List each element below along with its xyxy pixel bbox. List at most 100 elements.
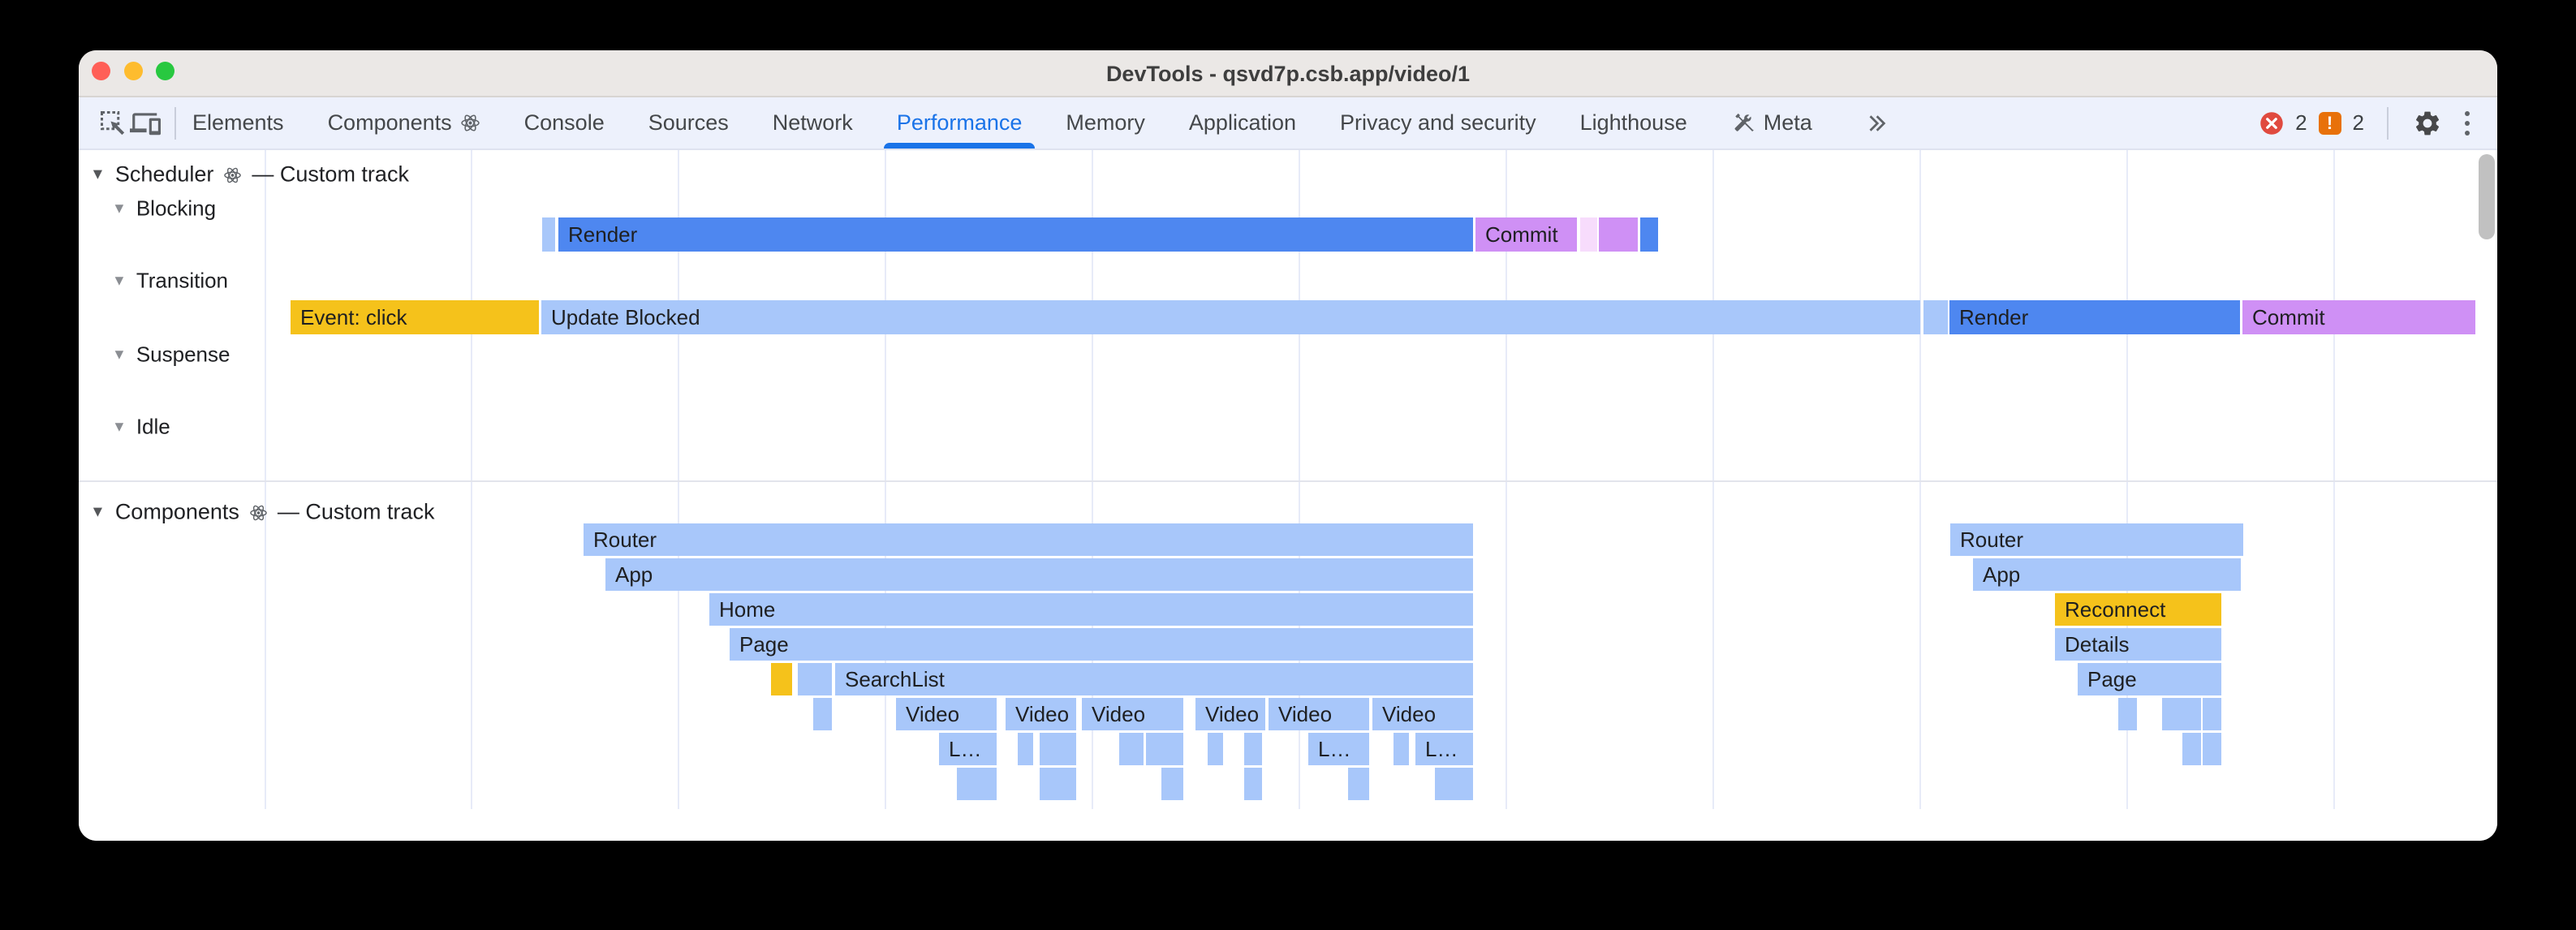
flame-bar-video[interactable]: Video: [1195, 698, 1265, 730]
flame-bar-commit[interactable]: Commit: [1475, 217, 1577, 252]
flame-bar-l[interactable]: L…: [1308, 733, 1369, 765]
inspect-icon[interactable]: [97, 107, 129, 140]
vertical-scrollbar[interactable]: [2479, 154, 2495, 239]
flame-bar[interactable]: [1161, 768, 1183, 800]
flame-bar-commit[interactable]: Commit: [2242, 300, 2475, 334]
flame-bar[interactable]: [798, 663, 832, 695]
track-name: Components: [114, 499, 239, 524]
react-atom-icon: [223, 162, 242, 187]
minimize-window-button[interactable]: [124, 62, 143, 80]
flame-bar-l[interactable]: L…: [1415, 733, 1473, 765]
react-atom-icon: [460, 113, 480, 133]
flame-bar[interactable]: [1394, 733, 1409, 765]
track-header-components[interactable]: ▼ Components — Custom track: [90, 500, 434, 525]
flame-bar[interactable]: [1208, 733, 1223, 765]
maximize-window-button[interactable]: [156, 62, 174, 80]
flame-bar[interactable]: [1348, 768, 1369, 800]
flame-bar[interactable]: [813, 698, 832, 730]
flame-bar-update-blocked[interactable]: Update Blocked: [541, 300, 1920, 334]
tab-privacy-and-security[interactable]: Privacy and security: [1340, 110, 1536, 135]
tab-network[interactable]: Network: [772, 110, 853, 135]
track-header-scheduler[interactable]: ▼ Scheduler — Custom track: [90, 162, 409, 187]
flame-bar-video[interactable]: Video: [1006, 698, 1076, 730]
tab-sources[interactable]: Sources: [648, 110, 729, 135]
disclosure-triangle-icon[interactable]: ▼: [112, 418, 127, 435]
warning-count[interactable]: 2: [2352, 110, 2364, 135]
tab-application[interactable]: Application: [1188, 110, 1296, 135]
track-row-label-blocking[interactable]: ▼ Blocking: [112, 196, 217, 221]
flame-bar[interactable]: [2162, 698, 2201, 730]
tab-performance[interactable]: Performance: [883, 97, 1036, 149]
flame-bar-video[interactable]: Video: [1372, 698, 1473, 730]
flame-bar-router[interactable]: Router: [1950, 523, 2243, 556]
flame-bar[interactable]: [1146, 733, 1183, 765]
disclosure-triangle-icon[interactable]: ▼: [90, 503, 106, 520]
more-tabs-chevron-icon[interactable]: [1864, 97, 1889, 149]
disclosure-triangle-icon[interactable]: ▼: [112, 272, 127, 289]
tab-components[interactable]: Components: [328, 97, 480, 149]
flame-bar[interactable]: [542, 217, 555, 252]
flame-bar-render[interactable]: Render: [1949, 300, 2240, 334]
flame-bar-reconnect[interactable]: Reconnect: [2055, 593, 2221, 626]
flame-bar-video[interactable]: Video: [1082, 698, 1183, 730]
disclosure-triangle-icon[interactable]: ▼: [112, 200, 127, 217]
flame-bar[interactable]: [771, 663, 792, 695]
flame-bar[interactable]: [2203, 733, 2221, 765]
flame-bar[interactable]: [1923, 300, 1948, 334]
tools-icon: [1731, 111, 1755, 136]
flame-bar-router[interactable]: Router: [584, 523, 1473, 556]
flame-bar-event-click[interactable]: Event: click: [291, 300, 539, 334]
flame-bar-l[interactable]: L…: [939, 733, 997, 765]
tab-console[interactable]: Console: [523, 110, 605, 135]
flame-bar[interactable]: [957, 768, 997, 800]
flame-bar[interactable]: [1119, 733, 1144, 765]
flame-bar[interactable]: [1580, 217, 1597, 252]
track-row-label-transition[interactable]: ▼ Transition: [112, 268, 229, 293]
devtools-toolbar: Elements Components Console: [79, 97, 2497, 150]
warning-icon[interactable]: !: [2318, 111, 2341, 135]
disclosure-triangle-icon[interactable]: ▼: [112, 346, 127, 363]
flame-bar-app[interactable]: App: [1973, 558, 2241, 591]
flame-bar-page[interactable]: Page: [730, 628, 1473, 661]
chart-area[interactable]: ▼ Scheduler — Custom track ▼ Blocking ▼ Transi…: [79, 150, 2497, 841]
flame-bar[interactable]: [1244, 768, 1262, 800]
close-window-button[interactable]: [92, 62, 110, 80]
time-gridline: [1919, 150, 1921, 809]
flame-bar-details[interactable]: Details: [2055, 628, 2221, 661]
tab-meta[interactable]: Meta: [1731, 97, 1812, 149]
tab-lighthouse[interactable]: Lighthouse: [1579, 110, 1687, 135]
flame-bar[interactable]: [1040, 733, 1076, 765]
time-gridline: [2126, 150, 2128, 809]
device-toolbar-icon[interactable]: [129, 107, 162, 140]
flame-bar-render[interactable]: Render: [558, 217, 1473, 252]
flame-bar[interactable]: [1018, 733, 1033, 765]
flame-bar[interactable]: [1435, 768, 1473, 800]
flame-bar-video[interactable]: Video: [1269, 698, 1369, 730]
error-count[interactable]: 2: [2295, 110, 2307, 135]
track-name: Scheduler: [114, 161, 214, 187]
time-gridline: [1092, 150, 1093, 809]
track-row-label-idle[interactable]: ▼ Idle: [112, 414, 170, 439]
flame-bar[interactable]: [1599, 217, 1638, 252]
track-row-label-suspense[interactable]: ▼ Suspense: [112, 342, 230, 367]
error-icon[interactable]: [2259, 111, 2284, 136]
kebab-menu-icon[interactable]: [2455, 110, 2479, 136]
flame-bar-page[interactable]: Page: [2078, 663, 2221, 695]
tab-elements[interactable]: Elements: [192, 110, 284, 135]
gear-icon[interactable]: [2411, 107, 2444, 140]
flame-bar-home[interactable]: Home: [709, 593, 1473, 626]
flame-bar[interactable]: [2118, 698, 2137, 730]
flame-bar-app[interactable]: App: [605, 558, 1473, 591]
disclosure-triangle-icon[interactable]: ▼: [90, 166, 106, 183]
react-atom-icon: [249, 500, 268, 525]
flame-bar[interactable]: [1244, 733, 1262, 765]
flame-bar[interactable]: [2182, 733, 2201, 765]
flame-bar-searchlist[interactable]: SearchList: [835, 663, 1473, 695]
time-gridline: [1712, 150, 1714, 809]
flame-bar-video[interactable]: Video: [896, 698, 997, 730]
flame-bar[interactable]: [1640, 217, 1658, 252]
flame-bar[interactable]: [2203, 698, 2221, 730]
flame-bar[interactable]: [1040, 768, 1076, 800]
time-gridline: [1506, 150, 1507, 809]
tab-memory[interactable]: Memory: [1066, 110, 1145, 135]
